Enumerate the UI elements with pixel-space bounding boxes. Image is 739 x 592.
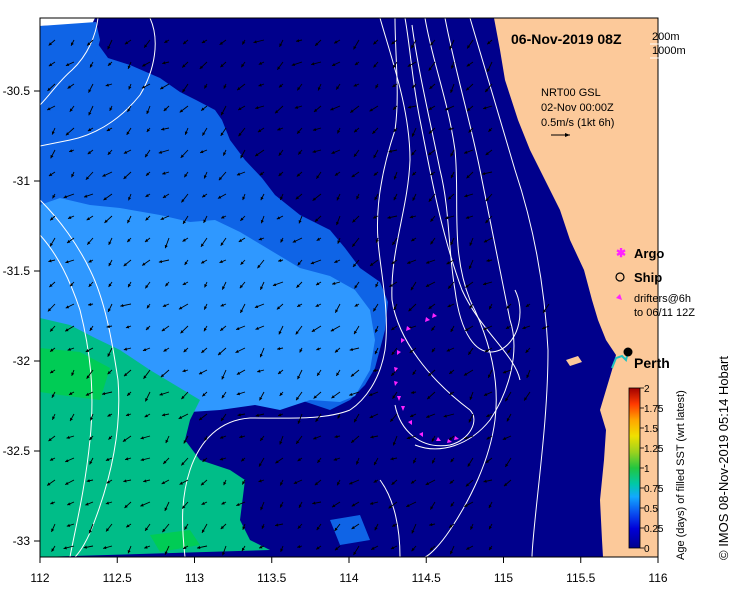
y-tick-label: -31.5 bbox=[3, 264, 31, 278]
coastal-track bbox=[611, 351, 629, 369]
bathymetry-contours bbox=[40, 18, 549, 557]
drifter-icon bbox=[616, 294, 622, 300]
colorbar-ticks: 0 0.25 0.5 0.75 1 1.25 1.5 1.75 2 bbox=[640, 384, 664, 555]
perth-label: Perth bbox=[634, 355, 670, 371]
contour-legend-200m: 200m bbox=[652, 31, 680, 43]
x-tick-label: 115 bbox=[494, 571, 513, 585]
colorbar-tick-label: 0.25 bbox=[644, 524, 664, 535]
x-tick-label: 115.5 bbox=[566, 571, 595, 585]
y-tick-label: -30.5 bbox=[3, 84, 31, 98]
argo-legend: ✱ Argo bbox=[616, 246, 664, 261]
map-title: 06-Nov-2019 08Z bbox=[511, 31, 622, 47]
x-tick-label: 116 bbox=[648, 571, 667, 585]
x-tick-label: 113.5 bbox=[257, 571, 286, 585]
colorbar-tick-label: 1.75 bbox=[644, 404, 664, 415]
ship-icon bbox=[615, 272, 625, 282]
vector-scale-arrow-icon bbox=[551, 133, 570, 137]
drifter-tracks bbox=[394, 313, 459, 443]
drifter-legend: drifters@6h to 06/11 12Z bbox=[616, 293, 695, 319]
contour-legend-1000m: 1000m bbox=[652, 45, 686, 57]
y-axis: -30.5 -31 -31.5 -32 -32.5 -33 bbox=[3, 84, 40, 548]
colorbar-tick-label: 1 bbox=[644, 464, 650, 475]
x-tick-label: 114 bbox=[339, 571, 358, 585]
vector-scale-label: 0.5m/s (1kt 6h) bbox=[541, 117, 614, 129]
x-tick-label: 112 bbox=[30, 571, 49, 585]
colorbar-tick-label: 0 bbox=[644, 544, 650, 555]
drifter-label-1: drifters@6h bbox=[634, 293, 691, 305]
sst-age-band-0.9 bbox=[40, 348, 110, 400]
product-name: NRT00 GSL bbox=[541, 87, 601, 99]
y-tick-label: -31 bbox=[13, 174, 31, 188]
drifter-label-2: to 06/11 12Z bbox=[634, 307, 695, 319]
colorbar-tick-label: 1.25 bbox=[644, 444, 664, 455]
y-tick-label: -32 bbox=[13, 354, 31, 368]
plot-area bbox=[40, 18, 658, 557]
y-tick-label: -32.5 bbox=[3, 444, 31, 458]
x-tick-label: 113 bbox=[185, 571, 204, 585]
colorbar-tick-label: 1.5 bbox=[644, 424, 658, 435]
ship-legend: Ship bbox=[615, 270, 662, 285]
x-tick-label: 112.5 bbox=[103, 571, 132, 585]
argo-label: Argo bbox=[634, 246, 664, 261]
current-vectors bbox=[46, 39, 550, 556]
y-tick-label: -33 bbox=[13, 534, 31, 548]
ship-label: Ship bbox=[634, 270, 662, 285]
product-date: 02-Nov 00:00Z bbox=[541, 102, 614, 114]
credit-text: © IMOS 08-Nov-2019 05:14 Hobart bbox=[716, 356, 731, 560]
x-tick-label: 114.5 bbox=[412, 571, 441, 585]
colorbar-tick-label: 0.5 bbox=[644, 504, 658, 515]
perth-marker bbox=[623, 347, 633, 357]
land-mass bbox=[494, 18, 658, 557]
colorbar-tick-label: 2 bbox=[644, 384, 650, 395]
colorbar-label: Age (days) of filled SST (wrt latest) bbox=[675, 390, 687, 560]
colorbar bbox=[628, 387, 641, 549]
argo-icon: ✱ bbox=[616, 246, 626, 260]
colorbar-tick-label: 0.75 bbox=[644, 484, 664, 495]
x-axis: 112 112.5 113 113.5 114 114.5 115 115.5 116 bbox=[30, 557, 668, 585]
